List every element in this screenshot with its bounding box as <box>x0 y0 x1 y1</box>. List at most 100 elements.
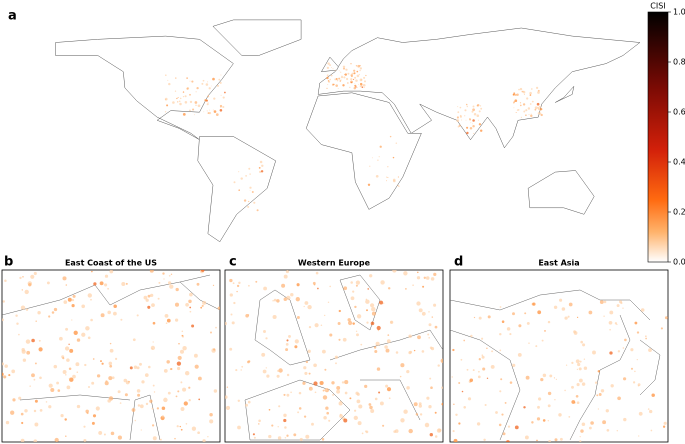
intensity-dot <box>278 405 281 408</box>
intensity-dot <box>583 358 586 360</box>
intensity-dot <box>245 314 249 318</box>
intensity-dot <box>76 404 81 409</box>
intensity-dot <box>45 401 48 403</box>
intensity-dot <box>164 111 167 113</box>
intensity-dot <box>121 282 126 286</box>
intensity-dot <box>481 354 484 356</box>
intensity-dot <box>207 95 210 98</box>
intensity-dot <box>152 341 154 343</box>
intensity-dot <box>170 273 173 275</box>
intensity-dot <box>35 320 37 322</box>
intensity-dot <box>277 426 279 428</box>
colorbar-tick-label: 0.6 <box>673 108 685 117</box>
intensity-dot <box>490 364 495 369</box>
intensity-dot <box>597 370 601 373</box>
intensity-dot <box>240 177 243 180</box>
intensity-dot <box>145 402 149 406</box>
intensity-dot <box>10 410 15 415</box>
intensity-dot <box>92 414 97 418</box>
intensity-dot <box>355 284 358 287</box>
intensity-dot <box>501 413 504 416</box>
colorbar-tick-label: 0.2 <box>673 208 685 217</box>
intensity-dot <box>477 375 481 379</box>
intensity-dot <box>358 404 363 409</box>
intensity-dot <box>466 126 469 129</box>
intensity-dot <box>22 276 24 278</box>
intensity-dot <box>218 78 221 81</box>
intensity-dot <box>542 419 546 422</box>
intensity-dot <box>636 331 640 334</box>
intensity-dot <box>185 423 188 425</box>
intensity-dot <box>136 389 141 393</box>
intensity-dot <box>418 404 422 408</box>
intensity-dot <box>349 397 352 400</box>
intensity-dot <box>343 418 348 423</box>
intensity-dot <box>526 97 529 100</box>
intensity-dot <box>471 110 474 113</box>
intensity-dot <box>473 113 477 116</box>
intensity-dot <box>355 65 358 67</box>
intensity-dot <box>561 307 566 311</box>
intensity-dot <box>241 365 244 368</box>
intensity-dot <box>632 381 636 384</box>
intensity-dot <box>109 342 112 345</box>
intensity-dot <box>530 88 533 90</box>
panel-label: d <box>454 255 463 270</box>
intensity-dot <box>524 435 529 440</box>
intensity-dot <box>324 368 327 371</box>
intensity-dot <box>472 108 475 112</box>
intensity-dot <box>378 156 380 158</box>
intensity-dot <box>129 366 133 370</box>
intensity-dot <box>175 318 179 322</box>
intensity-dot <box>285 270 289 274</box>
intensity-dot <box>144 373 149 377</box>
intensity-dot <box>638 411 643 416</box>
intensity-dot <box>230 313 233 316</box>
intensity-dot <box>573 330 577 334</box>
intensity-dot <box>536 439 538 442</box>
intensity-dot <box>547 404 551 408</box>
intensity-dot <box>147 305 151 309</box>
intensity-dot <box>62 370 67 374</box>
intensity-dot <box>30 274 35 279</box>
intensity-dot <box>400 363 405 368</box>
intensity-dot <box>328 80 331 83</box>
intensity-dot <box>342 337 347 342</box>
intensity-dot <box>313 381 318 386</box>
intensity-dot <box>581 382 586 386</box>
intensity-dot <box>180 407 185 411</box>
intensity-dot <box>69 348 74 353</box>
intensity-dot <box>179 102 182 106</box>
intensity-dot <box>19 276 22 280</box>
intensity-dot <box>283 274 288 279</box>
intensity-dot <box>153 391 156 393</box>
intensity-dot <box>617 350 621 353</box>
intensity-dot <box>265 337 268 340</box>
intensity-dot <box>406 386 410 390</box>
intensity-dot <box>323 314 326 317</box>
intensity-dot <box>259 160 263 164</box>
intensity-dot <box>109 270 114 274</box>
intensity-dot <box>237 425 241 430</box>
intensity-dot <box>382 424 385 427</box>
intensity-dot <box>247 400 251 404</box>
intensity-dot <box>147 294 151 298</box>
intensity-dot <box>48 383 53 388</box>
intensity-dot <box>176 361 182 366</box>
intensity-dot <box>284 437 287 439</box>
intensity-dot <box>331 67 333 68</box>
intensity-dot <box>34 422 39 427</box>
intensity-dot <box>179 349 185 354</box>
intensity-dot <box>499 332 502 336</box>
intensity-dot <box>322 395 328 400</box>
intensity-dot <box>522 90 526 94</box>
panel-label: b <box>4 255 13 270</box>
intensity-dot <box>188 109 191 112</box>
intensity-dot <box>355 86 357 88</box>
intensity-dot <box>248 200 250 203</box>
intensity-dot <box>512 363 516 368</box>
intensity-dot <box>103 433 106 436</box>
intensity-dot <box>307 349 311 353</box>
colorbar-tick-label: 0.0 <box>673 258 685 267</box>
intensity-dot <box>152 436 157 441</box>
